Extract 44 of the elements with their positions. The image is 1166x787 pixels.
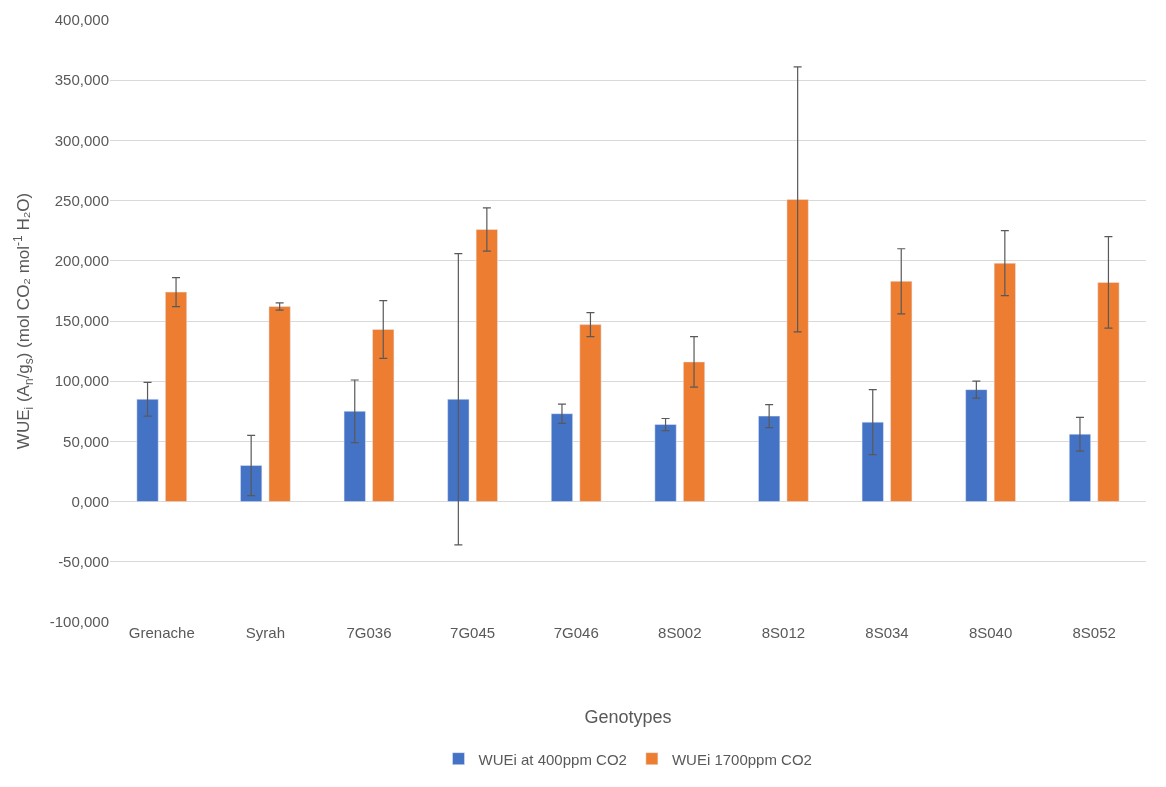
- bar: [343, 411, 366, 502]
- x-tick-label: Syrah: [245, 624, 285, 641]
- bar: [758, 415, 781, 502]
- x-axis-title: Genotypes: [584, 707, 672, 728]
- legend-label: WUEi at 400ppm CO2: [478, 750, 627, 768]
- x-tick-label: 8S002: [658, 624, 702, 641]
- y-tick-label: 0,000: [71, 492, 109, 510]
- bar: [683, 361, 705, 502]
- y-tick-label: 150,000: [54, 312, 109, 330]
- y-tick-label: -50,000: [58, 553, 109, 571]
- y-tick-label: 100,000: [54, 372, 109, 390]
- x-tick-label: 8S034: [865, 624, 909, 641]
- y-tick-label: 250,000: [54, 191, 109, 209]
- bar: [447, 399, 470, 502]
- y-tick-label: 300,000: [54, 131, 109, 149]
- bar: [551, 413, 573, 502]
- bar: [165, 291, 187, 502]
- y-tick-label: 400,000: [54, 11, 109, 29]
- bar: [475, 229, 498, 502]
- bar: [965, 389, 988, 502]
- bar: [372, 329, 395, 502]
- bar: [240, 465, 263, 502]
- bar: [1069, 433, 1091, 502]
- x-tick-label: 7G046: [553, 624, 599, 641]
- x-tick-label: 7G036: [346, 624, 392, 641]
- bar: [890, 281, 913, 502]
- bar: [861, 421, 884, 502]
- y-tick-label: 50,000: [63, 432, 109, 450]
- bar: [1097, 282, 1120, 502]
- bar: [136, 399, 159, 502]
- bar: [268, 306, 291, 502]
- bar: [654, 424, 677, 502]
- x-tick-label: 8S040: [968, 624, 1013, 641]
- x-tick-label: 7G045: [450, 624, 496, 641]
- y-tick-label: 200,000: [54, 252, 109, 270]
- x-tick-label: 8S052: [1072, 624, 1116, 641]
- bar: [993, 262, 1016, 502]
- bar: [579, 324, 602, 502]
- x-tick-label: Grenache: [128, 624, 195, 641]
- bar: [786, 199, 809, 502]
- x-tick-label: 8S012: [761, 624, 806, 641]
- y-tick-label: -100,000: [49, 613, 109, 631]
- y-tick-label: 350,000: [54, 71, 109, 89]
- legend-label: WUEi 1700ppm CO2: [671, 750, 812, 768]
